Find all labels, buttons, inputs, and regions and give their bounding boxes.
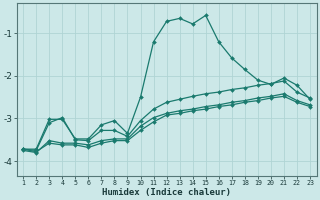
X-axis label: Humidex (Indice chaleur): Humidex (Indice chaleur) <box>102 188 231 197</box>
